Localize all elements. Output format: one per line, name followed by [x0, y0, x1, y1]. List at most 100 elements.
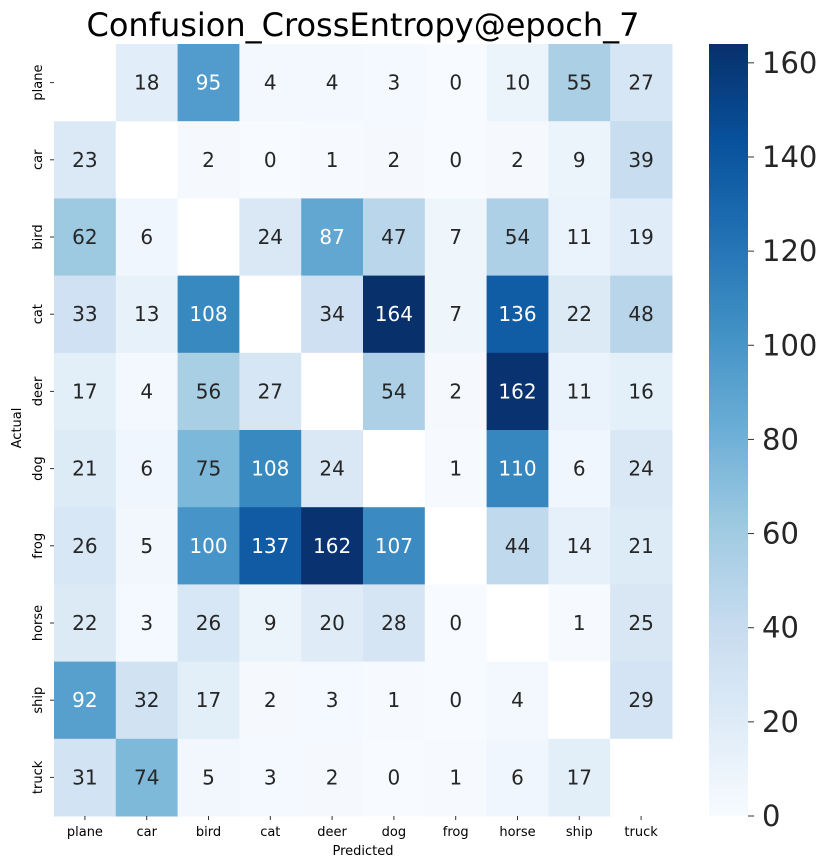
heatmap-cell [424, 661, 488, 740]
colorbar-tick-label: 40 [762, 611, 799, 645]
cell-value-label: 2 [449, 379, 462, 403]
y-tick-label: dog [31, 456, 46, 480]
heatmap-cell [363, 198, 426, 277]
cell-value-label: 1 [388, 688, 401, 712]
heatmap-cell [486, 738, 549, 817]
cell-value-label: 164 [375, 302, 413, 326]
heatmap-cell-empty [301, 352, 364, 431]
x-tick-label: horse [499, 825, 535, 840]
cell-value-label: 48 [628, 302, 653, 326]
cell-value-label: 24 [258, 225, 283, 249]
colorbar-tick-label: 160 [762, 46, 817, 80]
heatmap-cell [486, 198, 549, 277]
heatmap-cell [177, 430, 240, 508]
cell-value-label: 1 [449, 765, 462, 789]
cell-value-label: 162 [313, 534, 351, 558]
heatmap-cell [115, 275, 179, 354]
heatmap-cell [115, 198, 179, 277]
cell-value-label: 9 [264, 611, 277, 635]
heatmap-cell [548, 507, 611, 585]
heatmap-cell [54, 507, 117, 585]
heatmap-cell [424, 430, 488, 508]
cell-value-label: 3 [264, 765, 277, 789]
heatmap-cell [301, 44, 364, 122]
heatmap-cell [301, 661, 364, 740]
heatmap-cell [424, 738, 488, 817]
heatmap-cell [610, 430, 673, 508]
cell-value-label: 33 [72, 302, 97, 326]
x-tick-label: ship [566, 825, 593, 840]
x-tick-label: cat [260, 825, 280, 840]
heatmap-cell [54, 584, 117, 663]
cell-value-label: 27 [258, 379, 283, 403]
heatmap-cell [239, 738, 302, 817]
cell-value-label: 62 [72, 225, 97, 249]
heatmap-cell [548, 198, 611, 277]
x-tick-label: bird [196, 825, 221, 840]
cell-value-label: 4 [140, 379, 153, 403]
heatmap-cell-empty [486, 584, 549, 663]
cell-value-label: 1 [326, 148, 339, 172]
heatmap-cell [301, 198, 364, 277]
heatmap-cell [363, 275, 426, 354]
cell-value-label: 21 [72, 457, 97, 481]
heatmap-cell [363, 121, 426, 199]
heatmap-cell [486, 44, 549, 122]
cell-value-label: 54 [505, 225, 530, 249]
y-tick-label: ship [31, 687, 46, 714]
cell-value-label: 39 [628, 148, 653, 172]
x-tick-label: frog [443, 825, 469, 840]
heatmap-cell [177, 121, 240, 199]
heatmap-cell [548, 44, 611, 122]
cell-value-label: 34 [319, 302, 344, 326]
heatmap-cell [548, 738, 611, 817]
cell-value-label: 11 [567, 225, 592, 249]
heatmap-cell-empty [610, 738, 673, 817]
heatmap-cell [486, 430, 549, 508]
heatmap-cell [301, 507, 364, 585]
y-tick-label: deer [31, 376, 46, 406]
cell-value-label: 95 [196, 71, 221, 95]
heatmap-cell [115, 661, 179, 740]
heatmap-cell [177, 584, 240, 663]
cell-value-label: 28 [381, 611, 406, 635]
heatmap-cell [363, 352, 426, 431]
cell-value-label: 107 [375, 534, 413, 558]
cell-value-label: 0 [449, 71, 462, 95]
cell-value-label: 26 [196, 611, 221, 635]
cell-value-label: 2 [202, 148, 215, 172]
heatmap-cell [486, 121, 549, 199]
cell-value-label: 74 [134, 765, 159, 789]
cell-value-label: 23 [72, 148, 97, 172]
colorbar-tick-label: 120 [762, 234, 817, 268]
heatmap-cell [548, 584, 611, 663]
heatmap-cell [177, 507, 240, 585]
cell-value-label: 27 [628, 71, 653, 95]
heatmap-cell [424, 44, 488, 122]
heatmap-cell [54, 661, 117, 740]
heatmap-cell [54, 121, 117, 199]
heatmap-cell [115, 738, 179, 817]
cell-value-label: 17 [72, 379, 97, 403]
cell-value-label: 6 [573, 457, 586, 481]
heatmap-cell-empty [363, 430, 426, 508]
heatmap-cell [301, 430, 364, 508]
y-tick-label: car [31, 149, 46, 170]
cell-value-label: 4 [326, 71, 339, 95]
heatmap-cell [177, 275, 240, 354]
y-tick-label: cat [31, 304, 46, 324]
cell-value-label: 22 [567, 302, 592, 326]
x-tick-label: plane [67, 825, 103, 840]
cell-value-label: 29 [628, 688, 653, 712]
cell-value-label: 17 [567, 765, 592, 789]
cell-value-label: 9 [573, 148, 586, 172]
cell-value-label: 2 [326, 765, 339, 789]
heatmap-cell [177, 738, 240, 817]
cell-value-label: 137 [251, 534, 289, 558]
heatmap-cell [610, 198, 673, 277]
colorbar-tick-label: 60 [762, 517, 799, 551]
heatmap-cell [424, 584, 488, 663]
heatmap-cell [363, 584, 426, 663]
cell-value-label: 110 [498, 457, 536, 481]
